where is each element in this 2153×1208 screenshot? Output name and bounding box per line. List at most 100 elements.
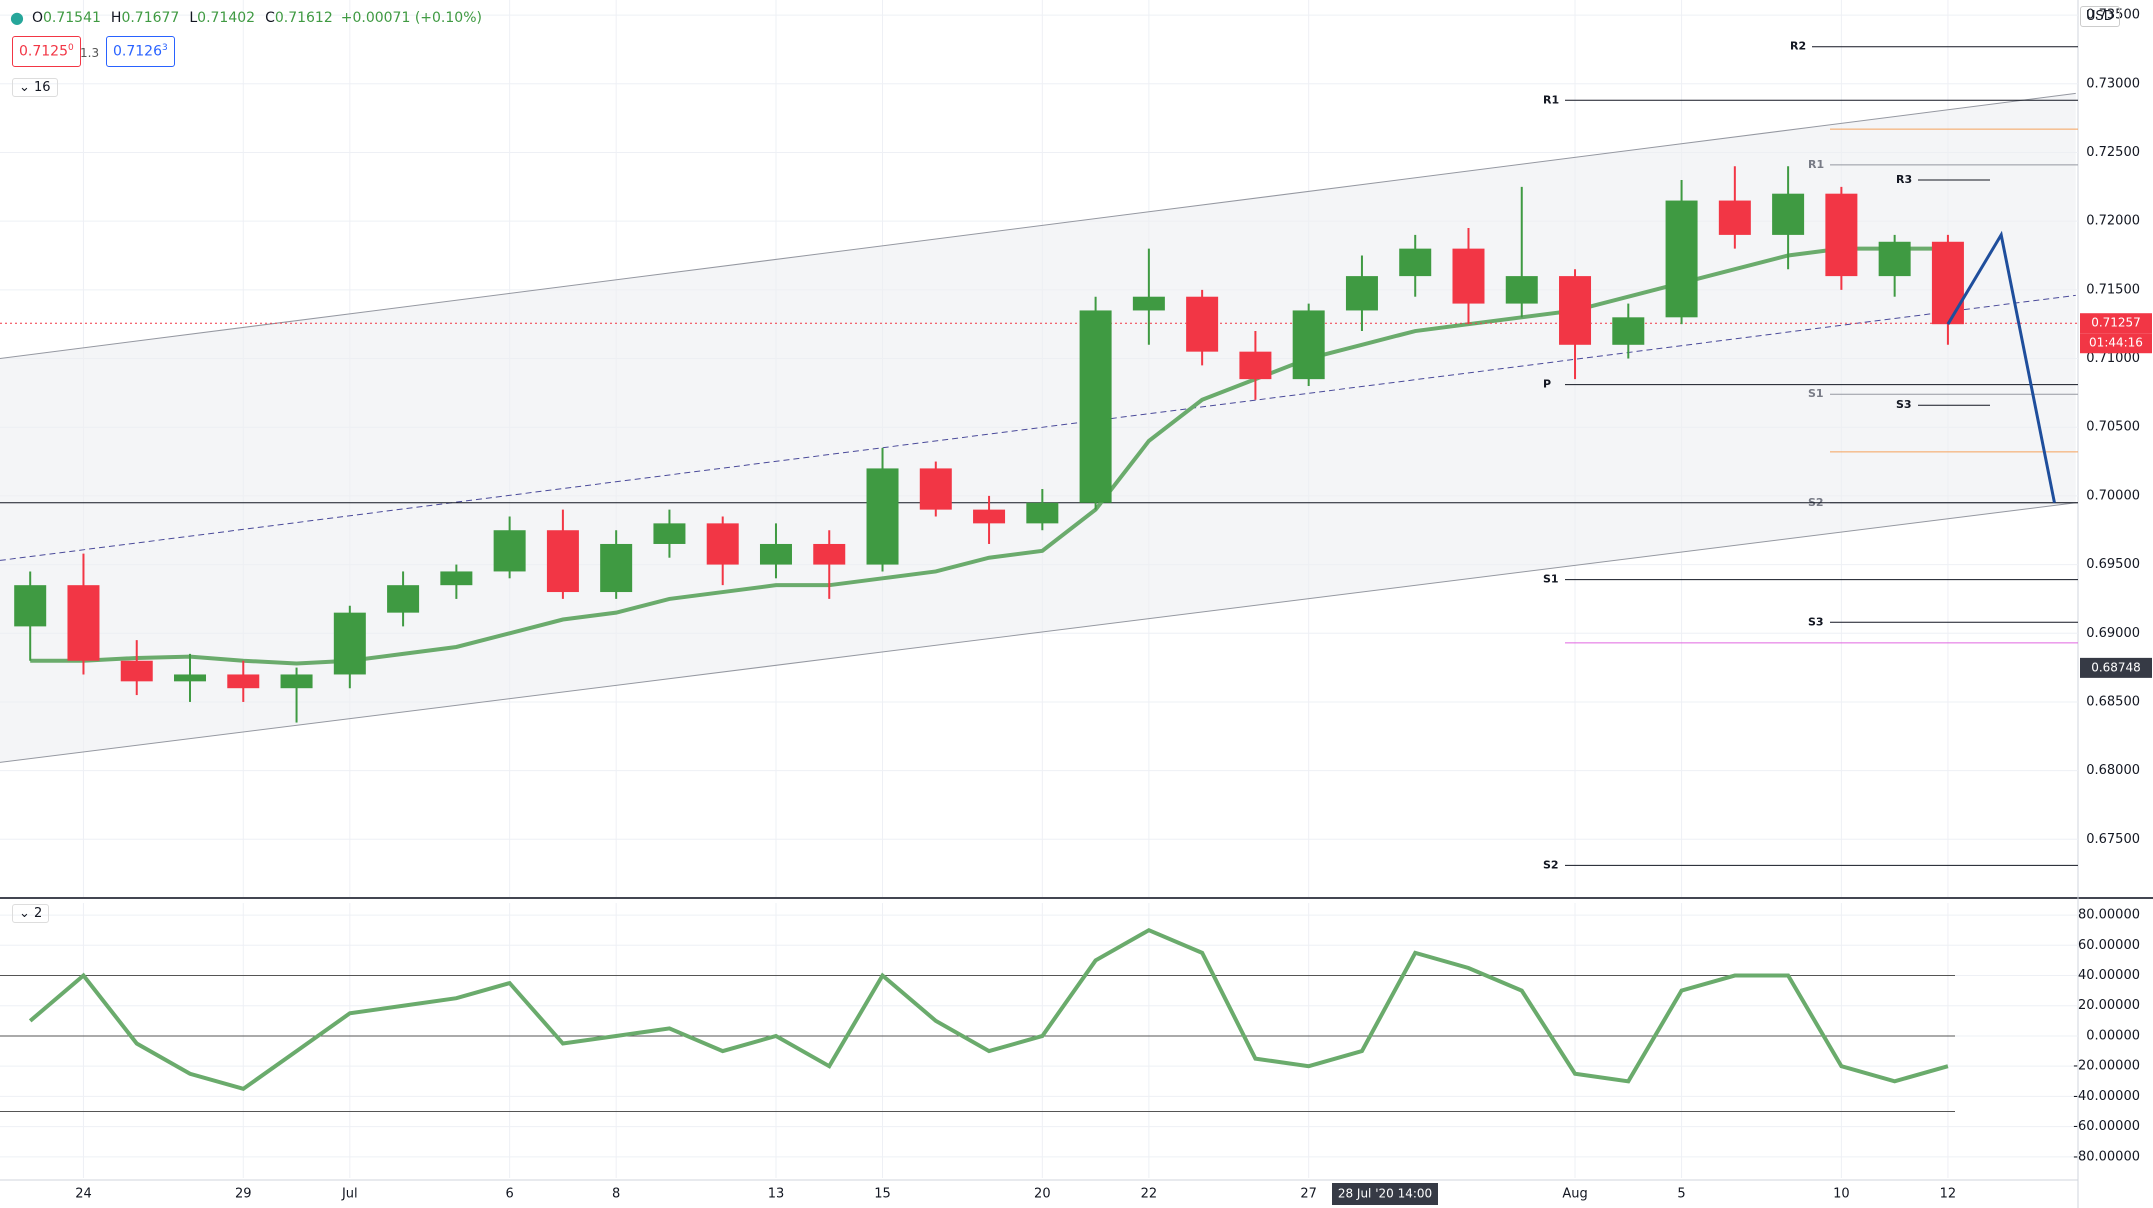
x-tick-label: 27 — [1300, 1187, 1317, 1202]
ohlc-value: 0.71677 — [121, 9, 180, 26]
y-tick-label: 0.73000 — [2086, 76, 2140, 91]
indicator-count: 16 — [34, 80, 51, 95]
y-tick-label: 0.72000 — [2086, 214, 2140, 229]
osc-tick-label: -40.00000 — [2073, 1089, 2140, 1104]
candle-body — [1079, 310, 1112, 503]
x-tick-label: 10 — [1833, 1187, 1850, 1202]
x-tick-label: 24 — [75, 1187, 92, 1202]
osc-tick-label: 0.00000 — [2086, 1028, 2140, 1043]
candle-body — [813, 543, 846, 565]
y-tick-label: 0.70500 — [2086, 420, 2140, 435]
candle-body — [1878, 241, 1911, 277]
osc-tick-label: -20.00000 — [2073, 1059, 2140, 1074]
pivot-label: R1 — [1543, 93, 1559, 106]
channel-fill — [0, 93, 2076, 763]
osc-toggle[interactable]: ⌄ 2 — [12, 904, 50, 923]
y-tick-label: 0.69500 — [2086, 557, 2140, 572]
current-price-bg — [2080, 313, 2152, 334]
candle-body — [333, 612, 366, 675]
x-tick-label: 22 — [1141, 1187, 1158, 1202]
y-tick-label: 0.69000 — [2086, 626, 2140, 641]
y-tick-label: 0.68500 — [2086, 694, 2140, 709]
candle-body — [227, 674, 260, 689]
candle-body — [1239, 351, 1272, 380]
pivot-label: R2 — [1790, 40, 1806, 53]
candle-body — [1132, 296, 1165, 311]
ohlc-values: O0.71541 H0.71677 L0.71402 C0.71612 — [32, 10, 333, 26]
current-price: 0.71257 — [2091, 316, 2141, 330]
osc-tick-label: 40.00000 — [2078, 968, 2140, 983]
pivot-label: S3 — [1896, 398, 1912, 411]
crosshair-time-bg — [1332, 1183, 1438, 1205]
crosshair-price-bg — [2080, 657, 2152, 678]
y-tick-label: 0.71500 — [2086, 282, 2140, 297]
crosshair-time: 28 Jul '20 14:00 — [1338, 1187, 1432, 1201]
channel-middle — [0, 294, 2076, 561]
indicator-toggle[interactable]: ⌄ 16 — [12, 78, 58, 97]
candle-body — [67, 585, 100, 661]
candle-body — [280, 674, 313, 689]
candle-body — [600, 543, 633, 593]
buy-button[interactable]: 0.71263 — [106, 36, 175, 67]
oscillator-line — [28, 927, 1949, 1092]
pivot-label: S1 — [1543, 573, 1559, 586]
candle-body — [120, 660, 153, 682]
pivot-label: S3 — [1808, 615, 1824, 628]
osc-label: 2 — [34, 906, 43, 921]
x-tick-label: Aug — [1562, 1187, 1587, 1202]
ohlc-value: 0.71402 — [197, 9, 256, 26]
candle-body — [1452, 248, 1485, 304]
x-tick-label: 20 — [1034, 1187, 1051, 1202]
sell-button[interactable]: 0.71250 — [12, 36, 81, 67]
x-tick-label: 6 — [505, 1187, 513, 1202]
candle-body — [1505, 276, 1538, 304]
y-tick-label: 0.67500 — [2086, 832, 2140, 847]
change: +0.00071 (+0.10%) — [340, 9, 482, 26]
candle-body — [387, 585, 420, 613]
ohlc-key: H — [110, 9, 122, 26]
x-tick-label: 13 — [768, 1187, 785, 1202]
pivot-label: S2 — [1543, 858, 1559, 871]
candle-body — [919, 468, 952, 510]
ohlc-item: H0.71677 — [111, 10, 179, 26]
candle-body — [1399, 248, 1432, 277]
ohlc-item: C0.71612 — [265, 10, 333, 26]
candle-body — [1026, 502, 1059, 524]
currency[interactable]: USD — [2080, 6, 2120, 27]
pivot-label: R1 — [1808, 158, 1824, 171]
projection — [1946, 230, 2056, 504]
x-tick-label: 29 — [235, 1187, 252, 1202]
spread: 1.3 — [80, 46, 100, 60]
candle-body — [14, 585, 47, 627]
y-tick-label: 0.70000 — [2086, 488, 2140, 503]
y-tick-label: 0.72500 — [2086, 145, 2140, 160]
candle-body — [1559, 276, 1592, 345]
countdown: 01:44:16 — [2089, 336, 2143, 350]
ohlc-item: L0.71402 — [189, 10, 255, 26]
ohlc-item: O0.71541 — [32, 10, 101, 26]
pivot-label: R3 — [1896, 173, 1912, 186]
candle-body — [1825, 193, 1858, 277]
crosshair-price: 0.68748 — [2091, 660, 2141, 674]
x-tick-label: 5 — [1677, 1187, 1685, 1202]
osc-tick-label: -80.00000 — [2073, 1149, 2140, 1164]
x-tick-label: Jul — [341, 1187, 358, 1202]
buy-price: 0.7126 — [113, 43, 162, 60]
candle-body — [759, 543, 792, 565]
candle-body — [1718, 200, 1751, 235]
y-tick-label: 0.68000 — [2086, 763, 2140, 778]
osc-tick-label: 20.00000 — [2078, 998, 2140, 1013]
pivot-label: S1 — [1808, 387, 1824, 400]
ohlc-value: 0.71612 — [274, 9, 333, 26]
sell-price: 0.7125 — [19, 43, 68, 60]
candle-body — [440, 571, 473, 586]
osc-tick-label: -60.00000 — [2073, 1119, 2140, 1134]
candle-body — [1345, 276, 1378, 311]
candle-body — [1931, 241, 1964, 325]
ohlc-header: ● O0.71541 H0.71677 L0.71402 C0.71612 +0.00… — [10, 8, 482, 27]
x-tick-label: 15 — [874, 1187, 891, 1202]
x-tick-label: 8 — [612, 1187, 620, 1202]
ohlc-key: L — [189, 9, 198, 26]
buy-pip: 3 — [162, 43, 168, 53]
